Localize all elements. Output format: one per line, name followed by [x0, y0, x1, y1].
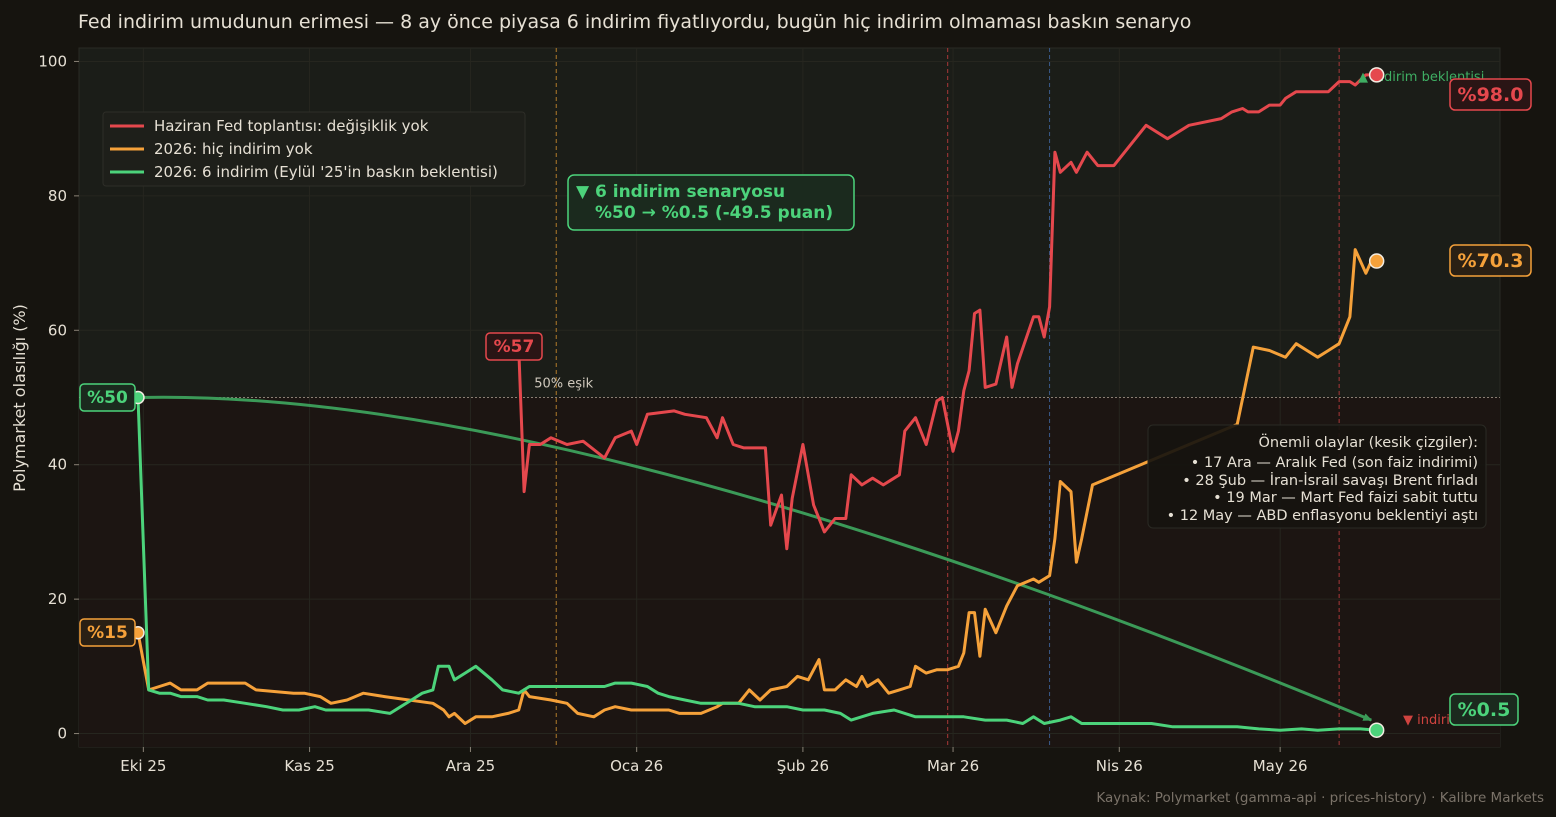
badge-orange-start: %15 [79, 618, 136, 647]
events-box: Önemli olaylar (kesik çizgiler): • 17 Ar… [1147, 424, 1487, 529]
badge-frame [1449, 693, 1519, 726]
callout-value: %50 → %0.5 (-49.5 puan) [595, 203, 833, 223]
badge-frame [1449, 78, 1532, 111]
x-tick-label: Oca 26 [610, 757, 663, 775]
x-axis-ticks: Eki 25 Kas 25 Ara 25 Oca 26 Şub 26 Mar 26 Nis … [120, 747, 1308, 775]
event-item: • 28 Şub — İran-İsrail savaşı Brent fırl… [1182, 471, 1478, 489]
arrow-down-label: ▼ indirim [1403, 713, 1462, 728]
x-tick-label: Kas 25 [284, 757, 334, 775]
y-tick-label: 60 [48, 321, 67, 339]
events-box-frame [1147, 424, 1487, 529]
x-tick-label: May 26 [1253, 757, 1308, 775]
badge-red-start: %57 [485, 332, 543, 361]
badge-text: %15 [87, 623, 128, 643]
trend-arrow [137, 395, 1373, 722]
badge-green-end: %0.5 [1449, 693, 1519, 726]
y-axis-ticks: 0 20 40 60 80 100 [38, 52, 79, 743]
end-point-marker [1368, 67, 1385, 83]
y-tick-label: 0 [57, 725, 67, 743]
badge-frame [485, 332, 543, 361]
badge-red-end: %98.0 [1449, 78, 1532, 111]
y-tick-label: 20 [48, 590, 67, 608]
event-item: • 17 Ara — Aralık Fed (son faiz indirimi… [1191, 455, 1478, 471]
legend-box [102, 111, 526, 187]
series-lines [136, 73, 1377, 732]
badge-frame [79, 618, 136, 647]
event-item: • 12 May — ABD enflasyonu beklentiyi aşt… [1167, 508, 1478, 524]
badge-text: %70.3 [1458, 250, 1524, 272]
badge-text: %0.5 [1458, 699, 1511, 721]
legend-label: 2026: hiç indirim yok [154, 140, 313, 158]
series-line-0 [517, 73, 1377, 551]
badge-orange-end: %70.3 [1449, 244, 1532, 277]
y-tick-label: 40 [48, 456, 67, 474]
chart-title: Fed indirim umudunun erimesi — 8 ay önce… [78, 11, 1191, 33]
badge-text: %98.0 [1458, 84, 1524, 106]
legend-label: Haziran Fed toplantısı: değişiklik yok [154, 117, 429, 135]
x-tick-label: Ara 25 [446, 757, 495, 775]
y-tick-label: 100 [38, 52, 67, 70]
y-tick-label: 80 [48, 187, 67, 205]
badge-frame [79, 383, 136, 412]
scenario-callout: ▼ 6 indirim senaryosu %50 → %0.5 (-49.5 … [567, 174, 855, 231]
badge-text: %57 [494, 337, 535, 357]
badge-green-start: %50 [79, 383, 136, 412]
end-point-marker [1368, 253, 1385, 269]
legend-label: 2026: 6 indirim (Eylül '25'in baskın bek… [154, 163, 498, 181]
legend: Haziran Fed toplantısı: değişiklik yok 2… [102, 111, 526, 187]
y-axis-label: Polymarket olasılığı (%) [10, 304, 29, 492]
source-footer: Kaynak: Polymarket (gamma-api · prices-h… [1096, 790, 1544, 806]
end-point-marker [1368, 722, 1385, 738]
series-line-2 [136, 397, 1377, 732]
events-heading: Önemli olaylar (kesik çizgiler): [1258, 433, 1478, 451]
event-lines [555, 48, 1340, 747]
x-tick-label: Şub 26 [777, 757, 829, 775]
callout-title: ▼ 6 indirim senaryosu [576, 182, 785, 202]
event-item: • 19 Mar — Mart Fed faizi sabit tuttu [1213, 490, 1478, 506]
x-tick-label: Mar 26 [927, 757, 979, 775]
badge-frame [1449, 244, 1532, 277]
callout-box [567, 174, 855, 231]
x-tick-label: Eki 25 [120, 757, 166, 775]
threshold-label: 50% eşik [534, 377, 593, 392]
badge-text: %50 [87, 388, 128, 408]
x-tick-label: Nis 26 [1096, 757, 1143, 775]
